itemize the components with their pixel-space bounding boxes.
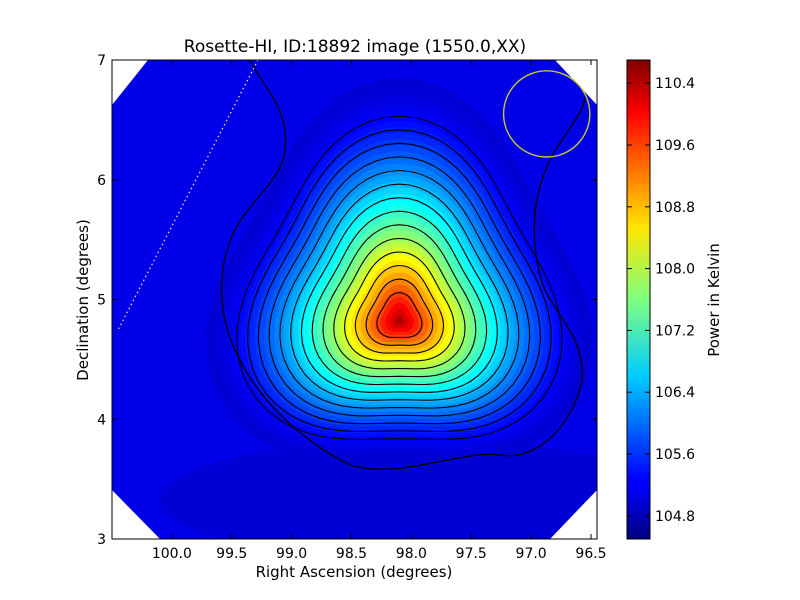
blank-corner-bottom-right xyxy=(550,490,597,539)
colorbar-tick-label: 104.8 xyxy=(655,509,695,525)
x-tick-label: 98.5 xyxy=(336,546,367,562)
beam-circle xyxy=(502,70,591,158)
contour-line xyxy=(268,156,531,417)
heat-level xyxy=(394,315,405,325)
contour-line xyxy=(311,210,488,386)
x-tick-label: 100.0 xyxy=(152,546,192,562)
x-axis-label: Right Ascension (degrees) xyxy=(256,563,453,581)
contour-line xyxy=(344,251,455,362)
contour-line xyxy=(290,183,509,401)
contour-line xyxy=(257,142,542,425)
dotted-reference-line xyxy=(117,60,259,331)
x-tick-label: 99.5 xyxy=(216,546,247,562)
contour-line xyxy=(333,237,466,370)
x-tick-label: 97.0 xyxy=(516,546,547,562)
colorbar-gradient xyxy=(626,59,651,540)
contour-line xyxy=(247,129,552,433)
colorbar-tick-label: 107.2 xyxy=(655,323,695,339)
contour-line xyxy=(365,278,434,346)
y-tick-label: 5 xyxy=(97,293,106,309)
x-axis: 100.0 99.5 99.0 98.5 98.0 97.5 97.0 96.5 xyxy=(152,60,607,562)
contour-line xyxy=(354,264,445,354)
plot-area xyxy=(111,59,598,540)
colorbar-ticks: 104.8 105.6 106.4 107.2 108.0 108.8 109.6 110.4 xyxy=(627,76,695,525)
y-axis-label: Declination (degrees) xyxy=(74,219,92,381)
y-tick-label: 3 xyxy=(97,532,106,548)
y-tick-label: 7 xyxy=(97,53,106,69)
contour-line xyxy=(236,115,563,440)
contour-line xyxy=(322,224,477,378)
colorbar-label: Power in Kelvin xyxy=(705,243,723,357)
contour-line xyxy=(376,292,423,338)
contour-line xyxy=(279,169,520,409)
colorbar-tick-label: 108.8 xyxy=(655,200,695,216)
y-tick-label: 4 xyxy=(97,412,106,428)
y-tick-label: 6 xyxy=(97,173,106,189)
colorbar-tick-label: 105.6 xyxy=(655,447,695,463)
chart-title: Rosette-HI, ID:18892 image (1550.0,XX) xyxy=(184,37,526,57)
x-tick-label: 98.0 xyxy=(396,546,427,562)
x-tick-label: 97.5 xyxy=(456,546,487,562)
blank-corner-top-left xyxy=(112,60,148,105)
colorbar-tick-label: 110.4 xyxy=(655,76,695,92)
heatmap-dark-region xyxy=(160,440,597,539)
blank-corner-bottom-left xyxy=(112,490,160,539)
x-tick-label: 99.0 xyxy=(276,546,307,562)
colorbar-tick-label: 106.4 xyxy=(655,385,695,401)
colorbar-tick-label: 108.0 xyxy=(655,262,695,278)
outer-contour xyxy=(221,60,587,470)
x-tick-label: 96.5 xyxy=(575,546,606,562)
contour-lines xyxy=(236,115,563,440)
y-axis: 3 4 5 6 7 xyxy=(97,53,597,548)
colorbar: 104.8 105.6 106.4 107.2 108.0 108.8 109.6 110.4… xyxy=(626,59,723,540)
contour-line xyxy=(300,197,498,393)
colorbar-tick-label: 109.6 xyxy=(655,138,695,154)
